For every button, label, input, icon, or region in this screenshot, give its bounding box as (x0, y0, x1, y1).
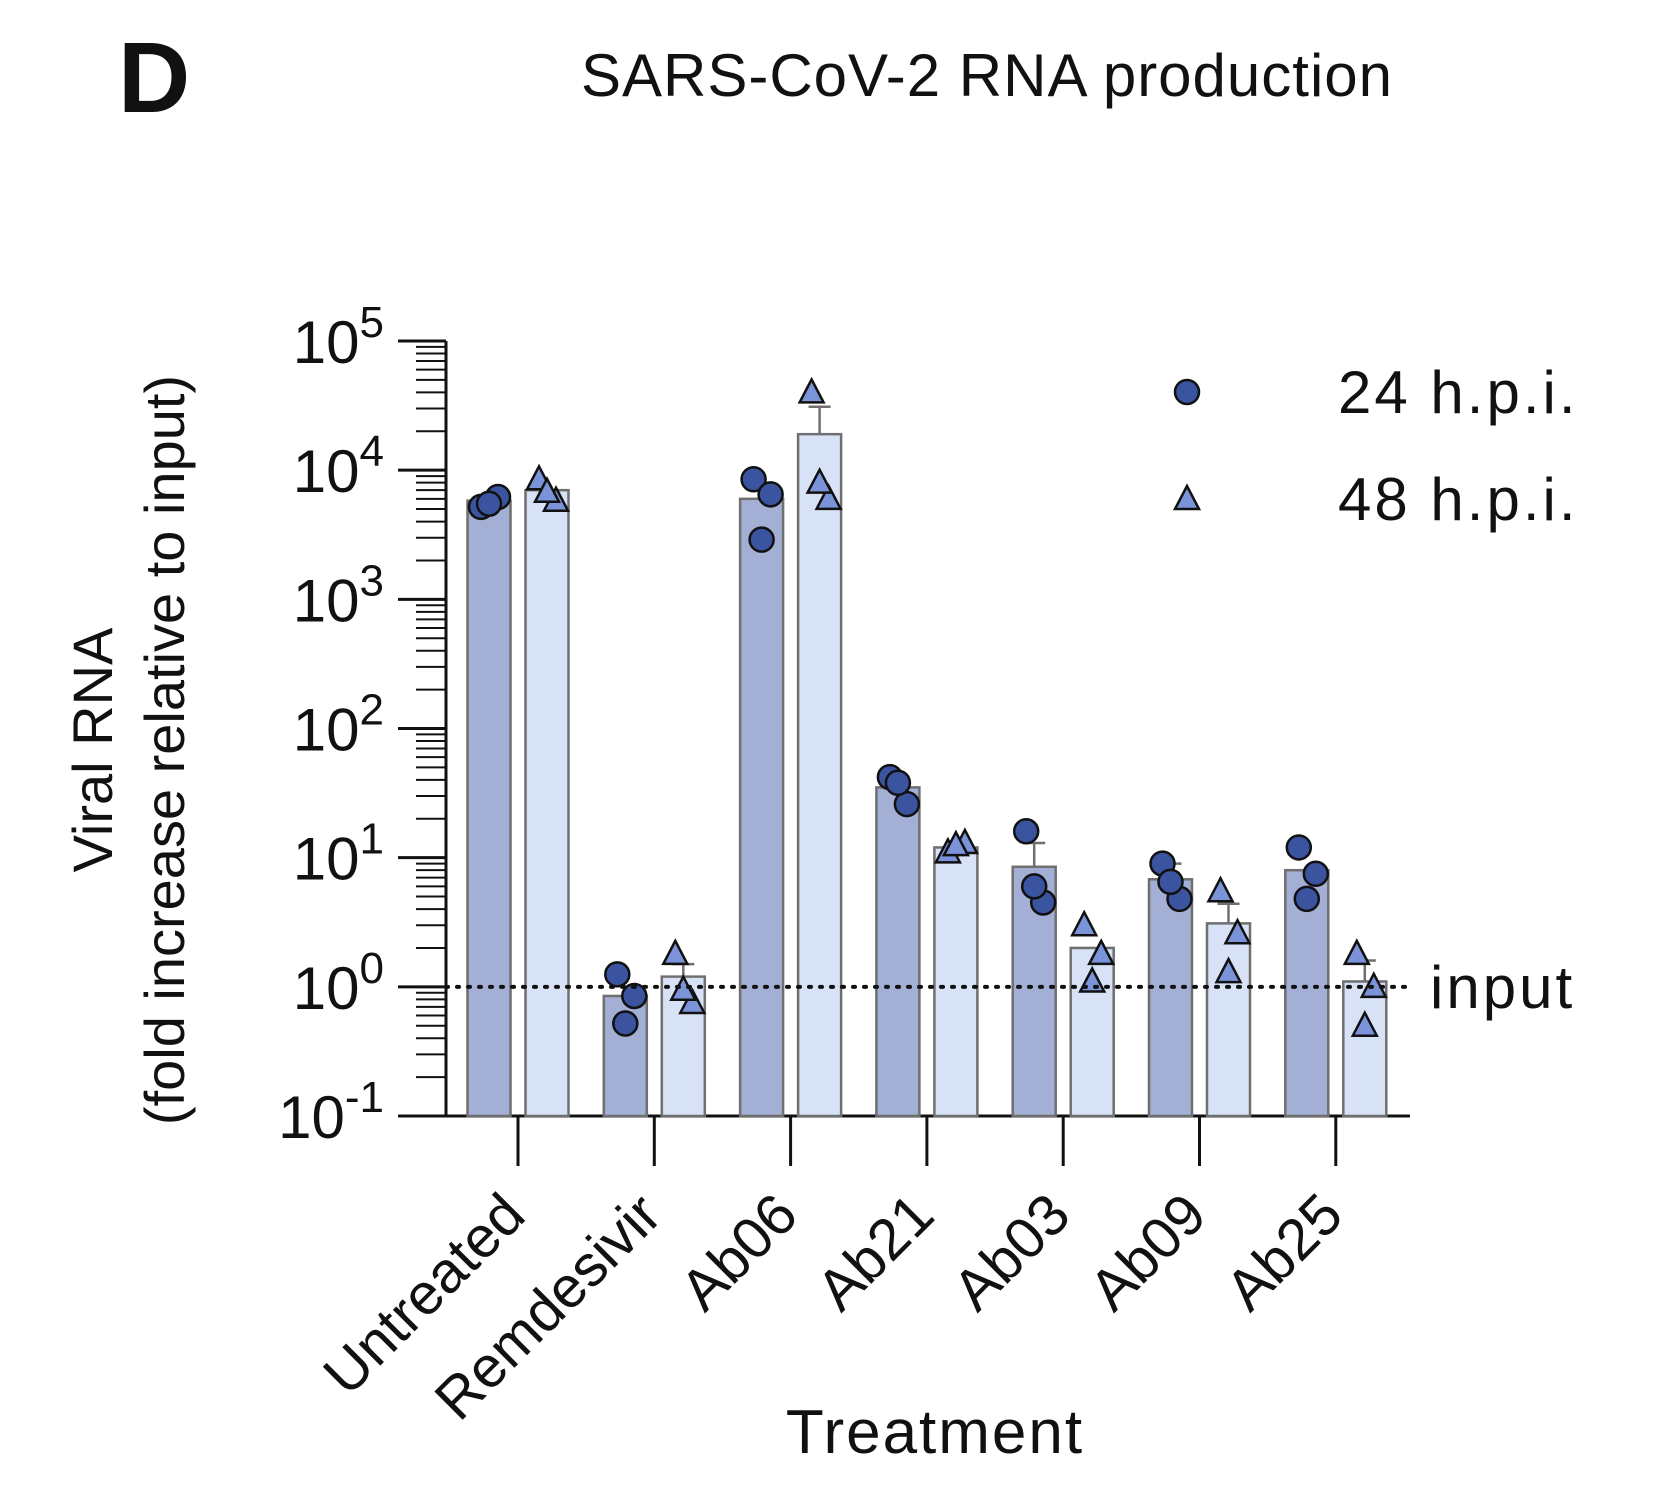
legend-label-series1: 24 h.p.i. (1338, 359, 1579, 426)
x-tick-label-ab06: Ab06 (668, 1181, 810, 1323)
data-point-circle (621, 982, 648, 1010)
data-point-circle (884, 769, 912, 797)
x-tick-label-ab09: Ab09 (1077, 1181, 1219, 1323)
plot-area: 10-1100101102103104105UntreatedRemdesivi… (278, 298, 1579, 1432)
reference-line-label: input (1430, 954, 1575, 1021)
y-axis-label-line1: Viral RNA (61, 627, 124, 872)
bar-ab06-series1 (738, 497, 785, 1118)
legend-marker-triangle (1172, 483, 1202, 511)
bar-ab06-series2 (796, 432, 843, 1118)
data-point-circle (1293, 885, 1321, 913)
data-point-triangle (532, 476, 562, 504)
x-axis-label: Treatment (786, 1398, 1084, 1467)
data-point-triangle (805, 466, 834, 494)
data-point-triangle (1206, 875, 1235, 903)
y-tick-label: 101 (293, 815, 384, 893)
legend-label-series2: 48 h.p.i. (1338, 466, 1579, 533)
legend-marker-circle (1173, 378, 1201, 406)
y-axis-title: Viral RNA (fold increase relative to inp… (61, 375, 196, 1125)
bar-ab21-series1 (875, 786, 921, 1118)
chart-title: SARS-CoV-2 RNA production (581, 42, 1393, 109)
data-point-circle (1012, 818, 1040, 845)
data-point-circle (612, 1010, 639, 1037)
bar-ab21-series2 (933, 846, 979, 1118)
data-point-triangle (1214, 956, 1243, 984)
data-point-circle (604, 961, 631, 988)
data-point-circle (740, 466, 767, 493)
y-tick-label: 103 (293, 556, 384, 634)
y-axis-label-line2: (fold increase relative to input) (133, 375, 196, 1125)
x-tick-label-ab03: Ab03 (941, 1181, 1083, 1323)
y-tick-label: 100 (293, 944, 384, 1022)
data-point-triangle (814, 483, 843, 511)
panel-label: D (118, 22, 190, 134)
data-point-circle (748, 526, 775, 553)
data-point-triangle (678, 987, 707, 1015)
y-tick-label: 102 (293, 686, 384, 764)
data-point-circle (1020, 873, 1048, 900)
data-point-triangle (1070, 909, 1099, 937)
data-point-triangle (661, 938, 690, 966)
y-tick-label: 10-1 (278, 1073, 384, 1151)
data-point-triangle (1350, 1010, 1379, 1037)
x-tick-label-ab21: Ab21 (804, 1181, 946, 1323)
data-point-circle (757, 481, 784, 508)
data-point-triangle (1223, 917, 1252, 945)
bar-untreated-series1 (466, 499, 512, 1118)
data-point-triangle (1087, 938, 1116, 966)
data-point-triangle (1342, 938, 1371, 966)
data-point-circle (475, 490, 503, 517)
data-point-circle (1285, 834, 1313, 861)
y-tick-label: 105 (293, 298, 384, 376)
data-point-circle (1302, 860, 1330, 888)
bar-ab25-series2 (1342, 980, 1388, 1118)
data-point-circle (1157, 868, 1184, 896)
bar-ab09-series2 (1205, 922, 1252, 1118)
bar-untreated-series2 (524, 488, 570, 1118)
bar-ab09-series1 (1147, 878, 1194, 1118)
x-tick-label-ab25: Ab25 (1213, 1181, 1355, 1323)
data-point-triangle (941, 829, 970, 857)
data-point-triangle (797, 376, 826, 404)
y-tick-label: 104 (293, 427, 384, 505)
